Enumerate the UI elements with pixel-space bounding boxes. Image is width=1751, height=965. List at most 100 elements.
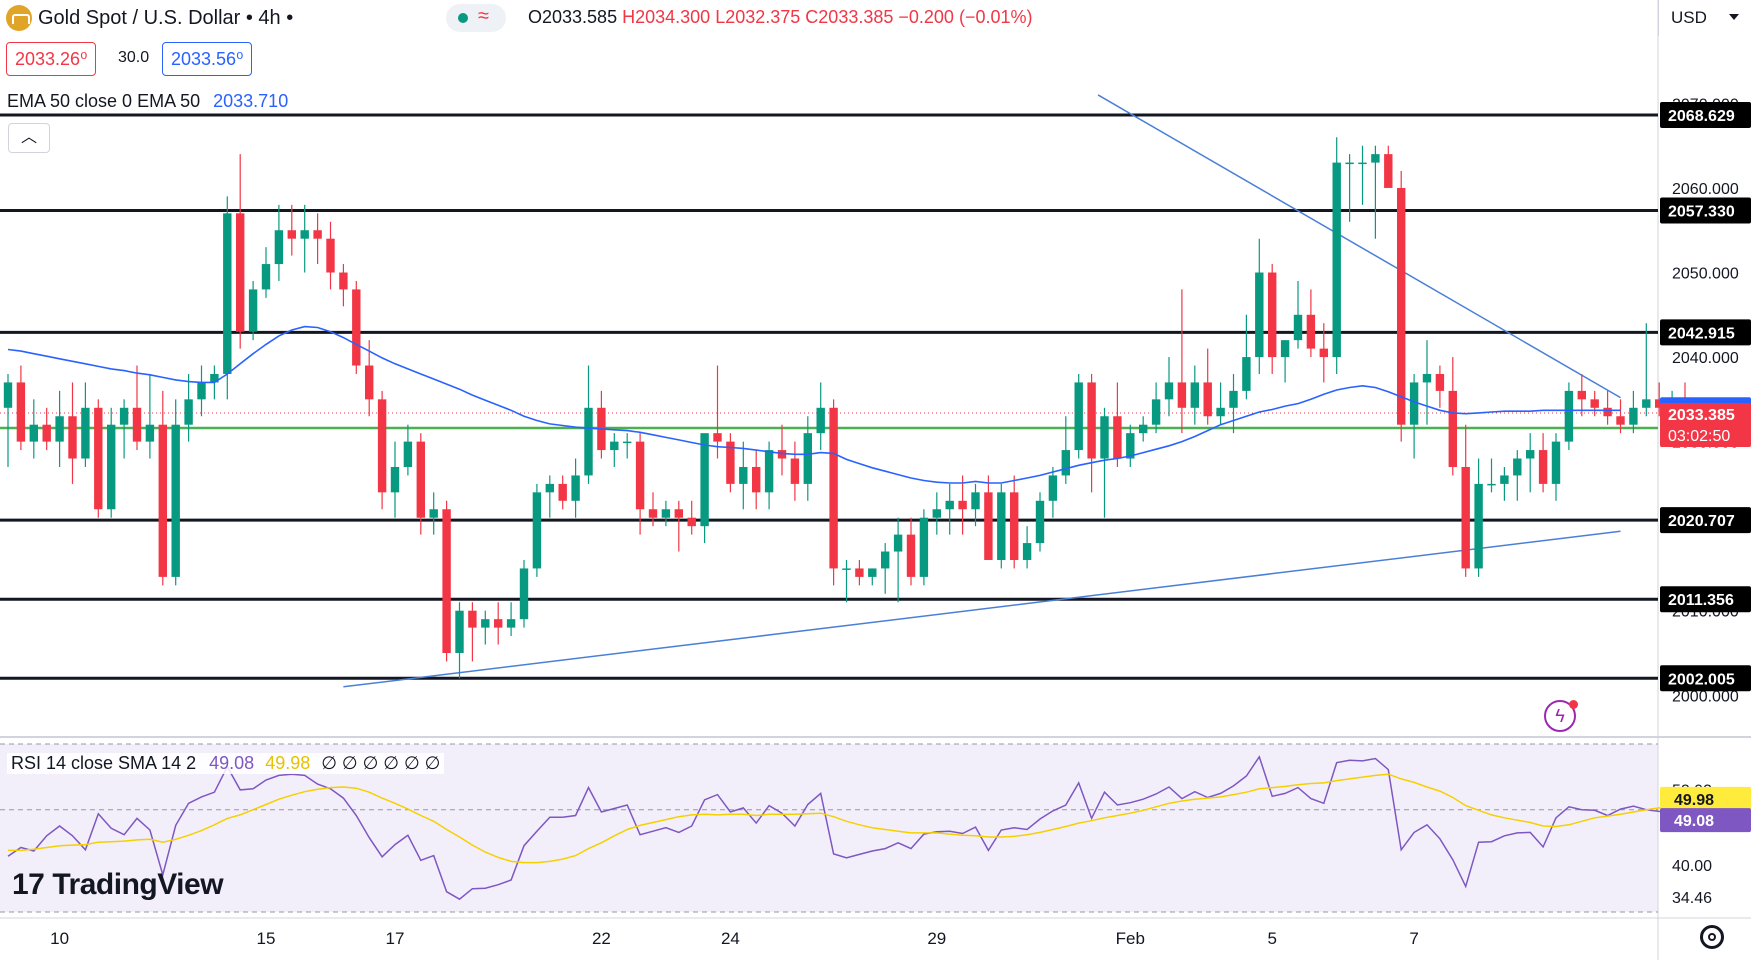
market-status-pill[interactable]: ≈	[446, 4, 506, 32]
candle-body	[236, 213, 245, 332]
ema-legend[interactable]: EMA 50 close 0 EMA 50 2033.710	[7, 91, 288, 112]
candle-body	[1371, 154, 1380, 163]
level-price-badge: 2057.330	[1668, 204, 1735, 221]
candle-body	[1319, 348, 1328, 358]
candle-body	[81, 407, 90, 459]
candle-body	[1500, 475, 1509, 484]
rsi-badge: 49.08	[1674, 813, 1714, 830]
y-tick-label: 2060.000	[1672, 181, 1739, 198]
x-tick-label: Feb	[1116, 929, 1145, 948]
x-tick-label: 22	[592, 929, 611, 948]
gold-coin-icon	[6, 5, 32, 31]
rsi-y-tick-label: 40.00	[1672, 858, 1712, 875]
candle-body	[339, 272, 348, 290]
candle-body	[584, 407, 593, 476]
candle-body	[829, 407, 838, 569]
candle-body	[752, 466, 761, 493]
ohlc-close: C2033.385	[805, 7, 894, 27]
candle-body	[1022, 543, 1032, 560]
candle-body	[1616, 416, 1625, 425]
candle-body	[494, 619, 503, 628]
level-price-badge: 2020.707	[1668, 513, 1735, 530]
candle-body	[713, 433, 722, 442]
candle-body	[687, 517, 696, 527]
candle-body	[1151, 399, 1161, 425]
rsi-legend[interactable]: RSI 14 close SMA 14 2 49.08 49.98 ∅ ∅ ∅ …	[7, 753, 445, 774]
candle-body	[1268, 272, 1277, 358]
candle-body	[1409, 382, 1419, 425]
candle-body	[248, 289, 258, 332]
candle-body	[674, 509, 683, 518]
candle-body	[648, 509, 658, 518]
candle-body	[506, 619, 516, 628]
candle-body	[481, 619, 490, 628]
candle-body	[365, 365, 374, 400]
candle-body	[145, 424, 155, 442]
candle-body	[1435, 373, 1445, 391]
candle-body	[107, 424, 116, 510]
buy-price-button[interactable]: 2033.56⁰	[162, 42, 253, 76]
candle-body	[1384, 154, 1393, 188]
candle-body	[94, 407, 103, 510]
x-tick-label: 7	[1409, 929, 1418, 948]
candle-body	[197, 382, 206, 400]
x-tick-label: 5	[1267, 929, 1276, 948]
candle-body	[1113, 416, 1122, 459]
candle-body	[1010, 492, 1019, 560]
candle-body	[1242, 357, 1251, 391]
candle-body	[1358, 162, 1367, 165]
candle-body	[803, 433, 812, 484]
candle-body	[274, 230, 284, 265]
level-price-badge-bg	[1660, 586, 1751, 613]
collapse-legend-button[interactable]: ︿	[8, 123, 50, 153]
candle-body	[1397, 187, 1406, 425]
candle-body	[532, 492, 542, 569]
level-price-badge: 2011.356	[1668, 592, 1734, 609]
level-price-badge-bg	[1660, 102, 1751, 129]
candle-body	[1126, 433, 1135, 459]
settings-gear-icon[interactable]	[1700, 925, 1724, 949]
candle-body	[868, 568, 877, 577]
trendline	[1097, 94, 1621, 399]
currency-selector[interactable]: USD	[1658, 0, 1751, 36]
candle-body	[261, 264, 271, 290]
x-tick-label: 17	[386, 929, 405, 948]
candle-body	[313, 230, 322, 239]
level-price-badge-bg	[1660, 507, 1751, 534]
level-price-badge: 2068.629	[1668, 108, 1735, 125]
candle-body	[1564, 390, 1574, 442]
candle-body	[1164, 382, 1174, 400]
tradingview-logo[interactable]: 17 TradingView	[12, 868, 224, 902]
last-price-badge-bg	[1660, 402, 1751, 447]
candle-body	[1087, 382, 1096, 459]
candle-body	[455, 610, 464, 653]
candle-body	[661, 509, 671, 518]
sell-price-button[interactable]: 2033.26⁰	[6, 42, 97, 76]
candle-body	[171, 424, 180, 577]
candle-body	[377, 399, 387, 493]
candle-body	[223, 213, 232, 374]
rsi-legend-label: RSI 14 close SMA 14 2	[11, 753, 197, 773]
wave-icon: ≈	[478, 5, 489, 27]
symbol-header[interactable]: Gold Spot / U.S. Dollar • 4h •	[0, 0, 293, 36]
candle-body	[945, 500, 954, 510]
y-tick-label: 2040.000	[1672, 350, 1739, 367]
candle-body	[68, 416, 77, 459]
candle-body	[184, 399, 193, 425]
ohlc-open: O2033.585	[528, 7, 618, 27]
candle-body	[1655, 399, 1664, 408]
level-price-badge: 2002.005	[1668, 671, 1735, 688]
lightning-alert-icon[interactable]: ϟ	[1544, 700, 1578, 732]
candle-body	[726, 441, 735, 484]
candle-body	[881, 551, 890, 569]
candle-body	[1216, 407, 1225, 417]
candle-body	[1293, 314, 1303, 341]
candle-body	[1551, 441, 1561, 484]
candle-body	[919, 517, 929, 577]
candle-body	[390, 466, 400, 493]
level-price-badge: 2042.915	[1668, 325, 1735, 342]
candle-body	[1190, 382, 1199, 408]
symbol-title[interactable]: Gold Spot / U.S. Dollar • 4h •	[38, 6, 294, 29]
